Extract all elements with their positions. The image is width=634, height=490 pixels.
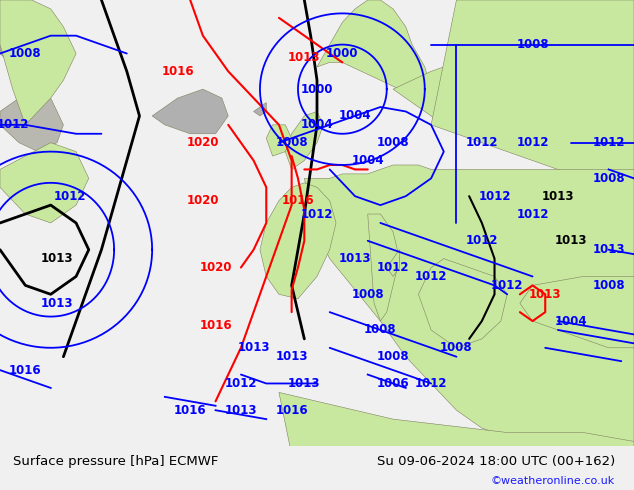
Text: 1008: 1008 [377,350,410,363]
Text: 1012: 1012 [415,377,448,390]
Polygon shape [152,89,228,134]
Text: 1016: 1016 [9,364,42,377]
Polygon shape [0,89,63,151]
Text: 1013: 1013 [541,190,574,203]
Text: 1012: 1012 [465,234,498,247]
Polygon shape [317,0,431,107]
Text: 1013: 1013 [288,51,321,65]
Polygon shape [393,36,533,134]
Text: 1012: 1012 [53,190,86,203]
Polygon shape [279,392,634,455]
Text: 1008: 1008 [351,288,384,301]
Text: 1008: 1008 [275,136,308,149]
Text: 1012: 1012 [415,270,448,283]
Text: 1016: 1016 [199,319,232,332]
Text: 1013: 1013 [339,252,372,265]
Text: 1012: 1012 [516,208,549,220]
Text: 1013: 1013 [288,377,321,390]
Polygon shape [368,214,399,321]
Text: Su 09-06-2024 18:00 UTC (00+162): Su 09-06-2024 18:00 UTC (00+162) [377,455,615,468]
Polygon shape [0,143,89,223]
Text: 1012: 1012 [516,136,549,149]
Text: Surface pressure [hPa] ECMWF: Surface pressure [hPa] ECMWF [13,455,218,468]
Polygon shape [418,259,507,348]
Polygon shape [266,125,292,156]
Polygon shape [304,165,634,446]
Text: 1013: 1013 [41,297,74,310]
Text: 1016: 1016 [174,404,207,416]
Polygon shape [254,102,266,116]
Text: 1016: 1016 [161,65,194,78]
Text: 1013: 1013 [554,234,587,247]
Text: 1008: 1008 [592,279,625,292]
Text: 1012: 1012 [301,208,333,220]
Polygon shape [260,183,336,299]
Text: 1012: 1012 [478,190,511,203]
Text: 1013: 1013 [275,350,308,363]
Text: 1020: 1020 [186,136,219,149]
Text: 1012: 1012 [592,136,625,149]
Text: 1012: 1012 [465,136,498,149]
Text: 1016: 1016 [275,404,308,416]
Polygon shape [285,112,323,170]
Text: 1004: 1004 [554,315,587,327]
Text: 1006: 1006 [377,377,410,390]
Polygon shape [387,250,399,276]
Text: 1012: 1012 [224,377,257,390]
Polygon shape [482,0,634,116]
Text: 1012: 1012 [491,279,524,292]
Text: 1004: 1004 [301,119,333,131]
Text: 1008: 1008 [9,47,42,60]
Text: 1008: 1008 [516,38,549,51]
Text: ©weatheronline.co.uk: ©weatheronline.co.uk [491,476,615,487]
Text: 1000: 1000 [326,47,359,60]
Polygon shape [0,13,38,72]
Text: 1013: 1013 [529,288,562,301]
Text: 1008: 1008 [364,323,397,337]
Text: 1012: 1012 [377,261,410,274]
Text: 1008: 1008 [377,136,410,149]
Text: 1008: 1008 [440,342,473,354]
Text: 1013: 1013 [41,252,74,265]
Text: 1008: 1008 [592,172,625,185]
Text: 1013: 1013 [592,243,625,256]
Polygon shape [0,0,76,125]
Text: 1016: 1016 [281,194,314,207]
Text: 1004: 1004 [351,154,384,167]
Text: 1004: 1004 [339,109,372,122]
Text: 1020: 1020 [186,194,219,207]
Text: 1013: 1013 [237,342,270,354]
Polygon shape [520,276,634,348]
Polygon shape [431,0,634,196]
Text: 1012: 1012 [0,119,29,131]
Text: 1013: 1013 [224,404,257,416]
Text: 1000: 1000 [301,83,333,96]
Text: 1020: 1020 [199,261,232,274]
